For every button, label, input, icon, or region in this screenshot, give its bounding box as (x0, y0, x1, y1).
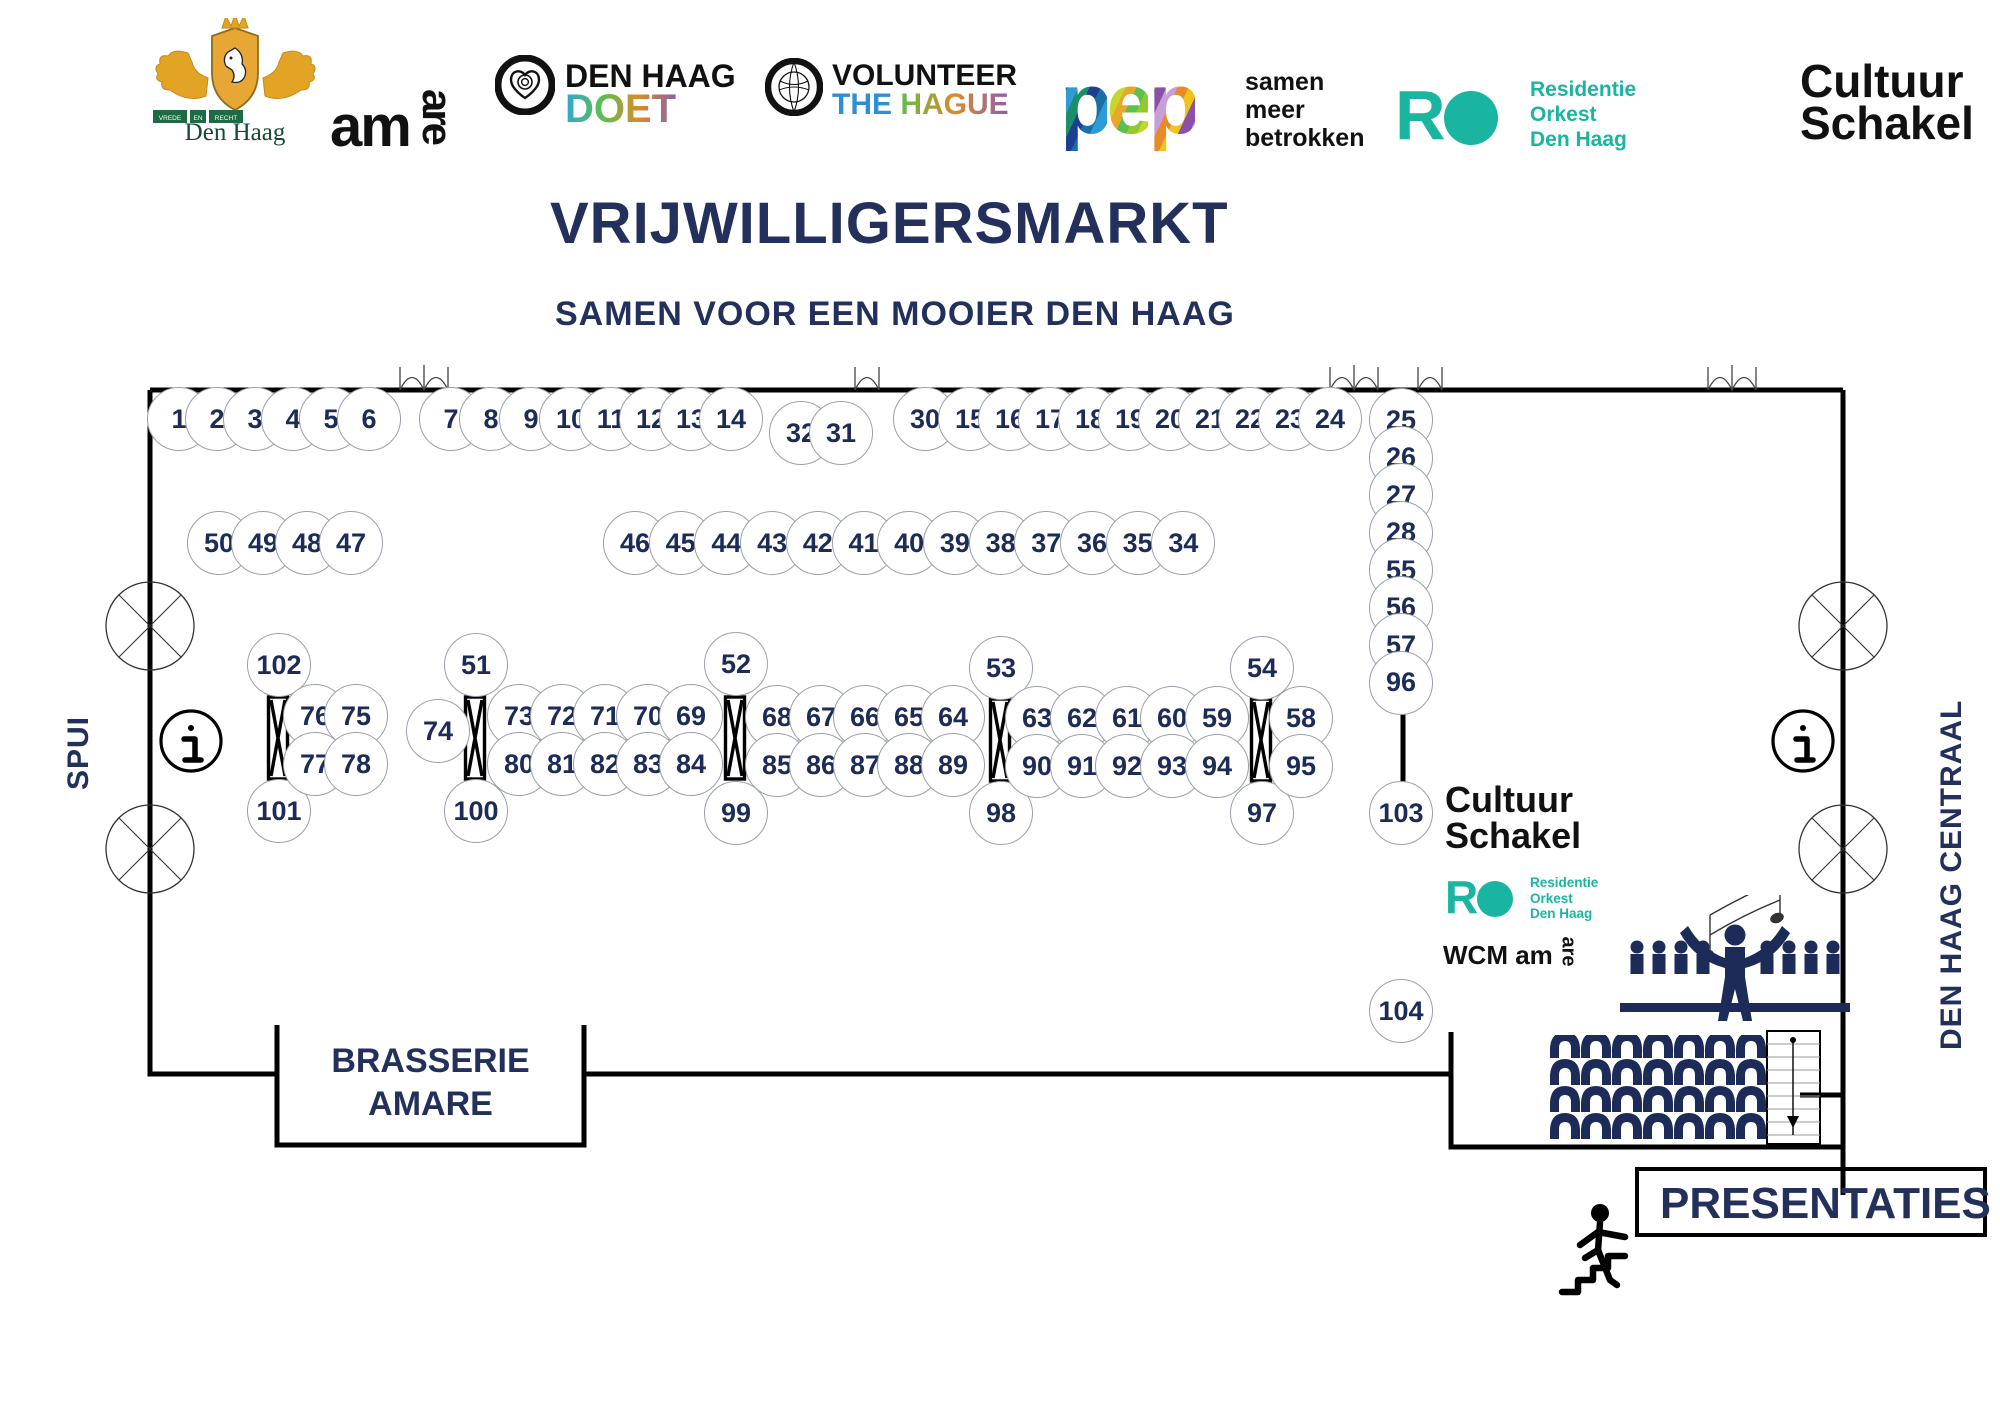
svg-text:PRESENTATIES: PRESENTATIES (1660, 1179, 1991, 1228)
